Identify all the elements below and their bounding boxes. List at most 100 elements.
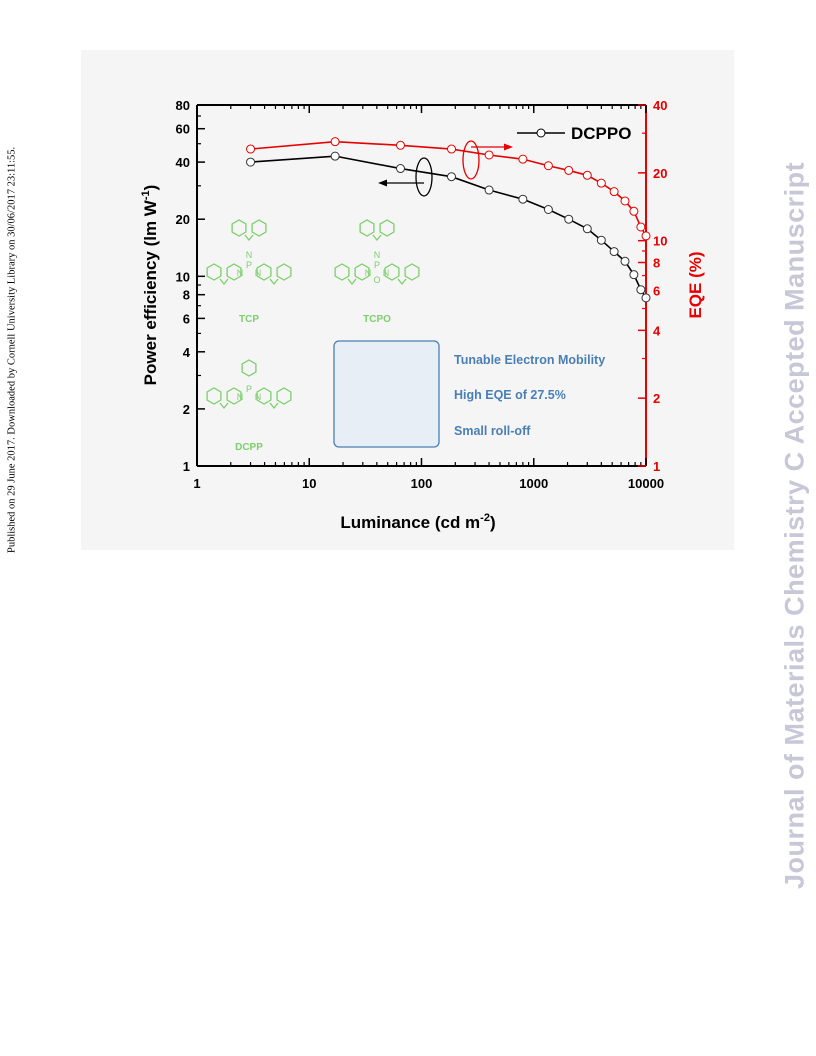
benzene-ring <box>334 263 350 281</box>
benzene-ring <box>226 387 242 405</box>
right-arrow-head <box>504 143 513 151</box>
chart-panel: 1 10 100 1000 10000 1 2 4 6 8 10 20 40 60 80 1 2 4 6 8 10 20 4… <box>81 50 734 550</box>
right-series-ellipse <box>462 140 480 180</box>
eqe-point <box>620 196 630 206</box>
x-tick-label: 10000 <box>628 476 664 491</box>
y-left-tick-label: 60 <box>176 122 190 137</box>
power-efficiency-point <box>246 157 256 167</box>
eqe-point <box>641 231 651 241</box>
power-efficiency-point <box>620 256 630 266</box>
series-layer <box>246 137 651 303</box>
y-right-tick-label: 20 <box>653 166 667 181</box>
left-arrow-head <box>378 179 387 187</box>
eqe-point <box>609 187 619 197</box>
benzene-ring <box>384 263 400 281</box>
y-axis-left-label: Power efficiency (lm W-1) <box>140 185 160 386</box>
atom-n: N <box>237 268 244 278</box>
power-efficiency-point <box>446 172 456 182</box>
annotation-mobility: Tunable Electron Mobility <box>454 353 605 367</box>
power-efficiency-point <box>582 224 592 234</box>
y-left-tick-label: 1 <box>183 459 190 474</box>
molecule-dcpp: PN N DCPP <box>206 359 292 453</box>
power-efficiency-point <box>518 194 528 204</box>
carbazole-unit <box>334 263 370 286</box>
atom-n: N <box>237 392 244 402</box>
y-right-tick-label: 8 <box>653 256 660 271</box>
power-efficiency-point <box>564 214 574 224</box>
pyrrole-ring <box>372 234 382 242</box>
benzene-ring <box>359 219 375 237</box>
efficiency-chart: 1 10 100 1000 10000 1 2 4 6 8 10 20 40 60 80 1 2 4 6 8 10 20 4… <box>140 98 705 532</box>
benzene-ring <box>276 387 292 405</box>
legend-label: DCPPO <box>571 124 631 143</box>
eqe-point <box>543 161 553 171</box>
atom-p: P <box>246 384 252 394</box>
eqe-point <box>484 150 494 160</box>
y-right-tick-label: 4 <box>653 323 661 338</box>
benzene-ring <box>251 219 267 237</box>
atom-p: P <box>374 260 380 270</box>
left-series-ellipse <box>415 157 433 197</box>
chart-labels: Luminance (cd m-2) Power efficiency (lm … <box>140 185 705 532</box>
atom-n: N <box>374 250 381 260</box>
publication-note: Published on 29 June 2017. Downloaded by… <box>6 146 18 554</box>
pyrrole-ring <box>269 402 279 410</box>
y-right-tick-label: 10 <box>653 234 667 249</box>
axis-indicators <box>378 140 513 197</box>
power-efficiency-point <box>484 185 494 195</box>
pyrrole-ring <box>219 278 229 286</box>
atom-n: N <box>383 268 390 278</box>
eqe-point <box>596 178 606 188</box>
carbazole-unit <box>359 219 395 242</box>
power-efficiency-point <box>596 235 606 245</box>
eqe-point <box>629 206 639 216</box>
power-efficiency-point <box>629 270 639 280</box>
y-axis-right-label: EQE (%) <box>686 251 705 318</box>
power-efficiency-point <box>330 151 340 161</box>
y-left-tick-label: 10 <box>176 269 190 284</box>
pyrrole-ring <box>397 278 407 286</box>
power-efficiency-point <box>543 205 553 215</box>
atom-n: N <box>246 250 253 260</box>
pyrrole-ring <box>244 234 254 242</box>
y-left-tick-label: 2 <box>183 402 190 417</box>
y-left-tick-label: 6 <box>183 311 190 326</box>
dcppo-highlight-box <box>333 340 440 448</box>
benzene-ring <box>276 263 292 281</box>
atom-n: N <box>255 268 262 278</box>
x-tick-label: 100 <box>411 476 433 491</box>
y-right-tick-label: 1 <box>653 459 660 474</box>
atom-n: N <box>365 268 372 278</box>
eqe-point <box>246 144 256 154</box>
benzene-ring <box>404 263 420 281</box>
benzene-ring <box>231 219 247 237</box>
benzene-ring <box>206 263 222 281</box>
pyrrole-ring <box>269 278 279 286</box>
y-right-tick-label: 2 <box>653 391 660 406</box>
x-axis-label: Luminance (cd m-2) <box>340 512 495 532</box>
benzene-ring <box>256 387 272 405</box>
power-efficiency-point <box>395 164 405 174</box>
annotation-rolloff: Small roll-off <box>454 424 531 438</box>
carbazole-unit <box>384 263 420 286</box>
molecule-label: TCPO <box>363 314 391 325</box>
benzene-ring <box>256 263 272 281</box>
atom-p: P <box>246 260 252 270</box>
eqe-point <box>636 222 646 232</box>
phenyl-ring <box>241 359 257 377</box>
atom-n: N <box>255 392 262 402</box>
eqe-point <box>582 170 592 180</box>
carbazole-unit <box>256 387 292 410</box>
carbazole-unit <box>256 263 292 286</box>
molecule-label: DCPP <box>235 442 263 453</box>
y-left-tick-label: 40 <box>176 155 190 170</box>
x-tick-label: 1 <box>193 476 200 491</box>
x-tick-label: 1000 <box>519 476 548 491</box>
carbazole-unit <box>231 219 267 242</box>
molecule-label: TCP <box>239 314 259 325</box>
legend-marker <box>536 128 546 138</box>
y-right-tick-label: 6 <box>653 284 660 299</box>
eqe-series-line <box>250 140 647 237</box>
